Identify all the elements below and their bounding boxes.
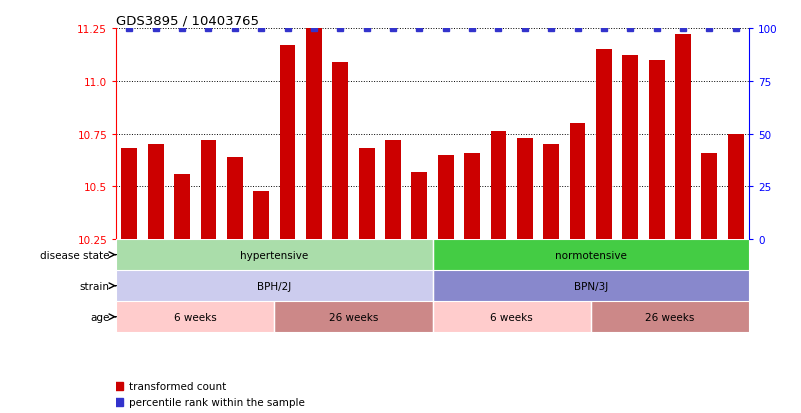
- Bar: [465, 153, 480, 240]
- Text: transformed count: transformed count: [129, 381, 226, 391]
- Text: 26 weeks: 26 weeks: [645, 312, 694, 322]
- Bar: [433, 271, 749, 301]
- Text: hypertensive: hypertensive: [240, 250, 308, 260]
- Bar: [122, 149, 137, 240]
- Bar: [332, 63, 348, 240]
- Bar: [116, 240, 433, 271]
- Bar: [433, 301, 590, 332]
- Text: age: age: [91, 312, 110, 322]
- Text: GDS3895 / 10403765: GDS3895 / 10403765: [116, 15, 260, 28]
- Bar: [675, 35, 691, 240]
- Bar: [728, 134, 743, 240]
- Text: disease state: disease state: [40, 250, 110, 260]
- Text: strain: strain: [80, 281, 110, 291]
- Bar: [622, 56, 638, 240]
- Bar: [412, 172, 427, 240]
- Bar: [649, 61, 665, 240]
- Bar: [227, 157, 243, 240]
- Text: BPN/3J: BPN/3J: [574, 281, 608, 291]
- Text: percentile rank within the sample: percentile rank within the sample: [129, 397, 304, 407]
- Bar: [570, 123, 586, 240]
- Bar: [702, 153, 718, 240]
- Text: 6 weeks: 6 weeks: [174, 312, 216, 322]
- Bar: [148, 145, 163, 240]
- Bar: [385, 140, 401, 240]
- Bar: [490, 132, 506, 240]
- Bar: [359, 149, 375, 240]
- Bar: [253, 191, 269, 240]
- Bar: [174, 174, 190, 240]
- Bar: [517, 138, 533, 240]
- Bar: [116, 301, 274, 332]
- Bar: [116, 271, 433, 301]
- Bar: [596, 50, 612, 240]
- Text: 6 weeks: 6 weeks: [490, 312, 533, 322]
- Bar: [274, 301, 433, 332]
- Text: normotensive: normotensive: [555, 250, 626, 260]
- Bar: [280, 46, 296, 240]
- Bar: [306, 25, 322, 240]
- Bar: [433, 240, 749, 271]
- Text: 26 weeks: 26 weeks: [328, 312, 378, 322]
- Bar: [543, 145, 559, 240]
- Bar: [200, 140, 216, 240]
- Bar: [438, 155, 453, 240]
- Bar: [591, 301, 749, 332]
- Text: BPH/2J: BPH/2J: [257, 281, 292, 291]
